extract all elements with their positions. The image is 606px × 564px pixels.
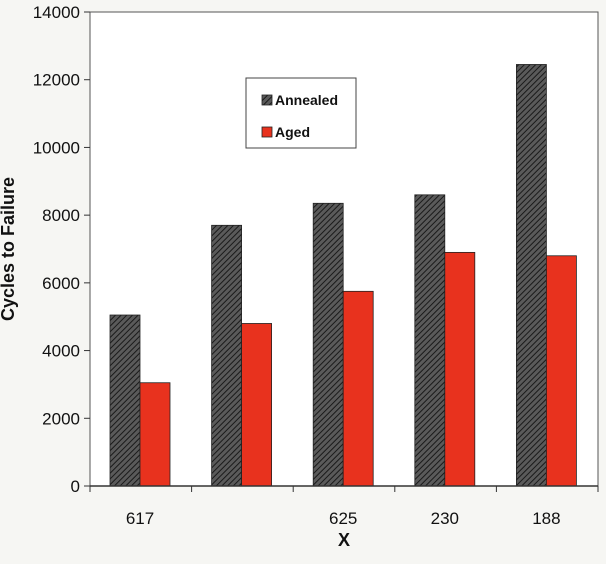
bars <box>109 64 577 487</box>
x-tick-label: 617 <box>126 509 154 528</box>
y-tick-label: 10000 <box>33 138 80 157</box>
bar-annealed-3 <box>414 194 446 487</box>
legend: Annealed Aged <box>245 77 357 149</box>
y-tick-label: 0 <box>71 477 80 496</box>
legend-swatch-annealed <box>261 94 273 106</box>
bar-aged-1 <box>241 323 273 487</box>
y-tick-label: 6000 <box>42 274 80 293</box>
legend-label-aged: Aged <box>275 124 310 140</box>
x-tick-label: 230 <box>431 509 459 528</box>
bar-aged-0 <box>139 382 171 487</box>
bar-annealed-0 <box>109 314 141 487</box>
bar-annealed-1 <box>211 224 243 487</box>
legend-swatch-aged <box>261 126 273 138</box>
bar-annealed-4 <box>516 64 547 487</box>
y-tick-label: 14000 <box>33 3 80 22</box>
y-tick-label: 12000 <box>33 71 80 90</box>
x-axis: 617 625 230 188 <box>89 485 599 528</box>
x-tick-label: 625 <box>329 509 357 528</box>
y-tick-label: 4000 <box>42 342 80 361</box>
bar-aged-4 <box>546 255 577 487</box>
y-tick-label: 2000 <box>42 409 80 428</box>
bar-annealed-2 <box>312 202 344 487</box>
bar-aged-3 <box>444 251 476 487</box>
x-axis-title: X <box>338 530 350 550</box>
legend-label-annealed: Annealed <box>275 92 338 108</box>
y-axis: 0 2000 4000 6000 8000 10000 12000 14000 <box>33 3 90 496</box>
bar-aged-2 <box>342 290 374 487</box>
y-tick-label: 8000 <box>42 206 80 225</box>
x-tick-label: 188 <box>532 509 560 528</box>
y-axis-title: Cycles to Failure <box>0 177 18 321</box>
